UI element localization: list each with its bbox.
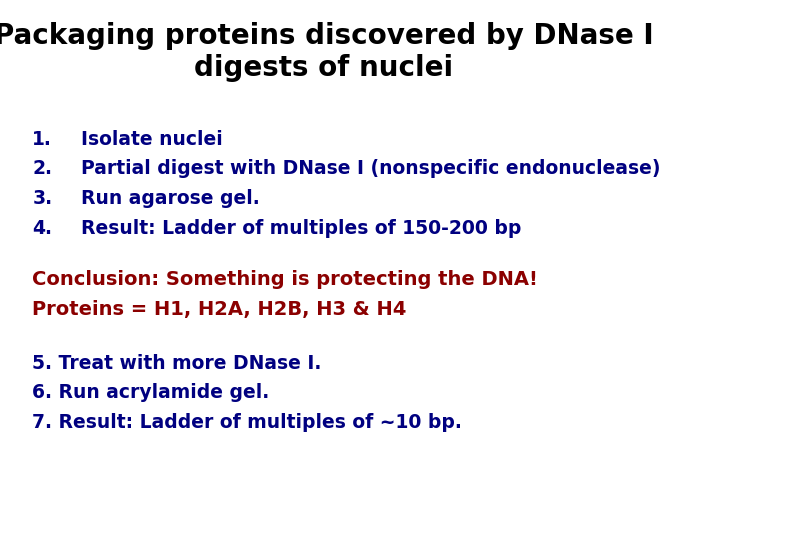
Text: 7. Result: Ladder of multiples of ~10 bp.: 7. Result: Ladder of multiples of ~10 bp… <box>32 413 463 432</box>
Text: Isolate nuclei: Isolate nuclei <box>81 130 223 148</box>
Text: 3.: 3. <box>32 189 53 208</box>
Text: Conclusion: Something is protecting the DNA!: Conclusion: Something is protecting the … <box>32 270 539 289</box>
Text: Packaging proteins discovered by DNase I
digests of nuclei: Packaging proteins discovered by DNase I… <box>0 22 654 82</box>
Text: 2.: 2. <box>32 159 53 178</box>
Text: 5. Treat with more DNase I.: 5. Treat with more DNase I. <box>32 354 322 373</box>
Text: Result: Ladder of multiples of 150-200 bp: Result: Ladder of multiples of 150-200 b… <box>81 219 522 238</box>
Text: Run agarose gel.: Run agarose gel. <box>81 189 260 208</box>
Text: Proteins = H1, H2A, H2B, H3 & H4: Proteins = H1, H2A, H2B, H3 & H4 <box>32 300 407 319</box>
Text: 4.: 4. <box>32 219 53 238</box>
Text: Partial digest with DNase I (nonspecific endonuclease): Partial digest with DNase I (nonspecific… <box>81 159 660 178</box>
Text: 1.: 1. <box>32 130 53 148</box>
Text: 6. Run acrylamide gel.: 6. Run acrylamide gel. <box>32 383 270 402</box>
